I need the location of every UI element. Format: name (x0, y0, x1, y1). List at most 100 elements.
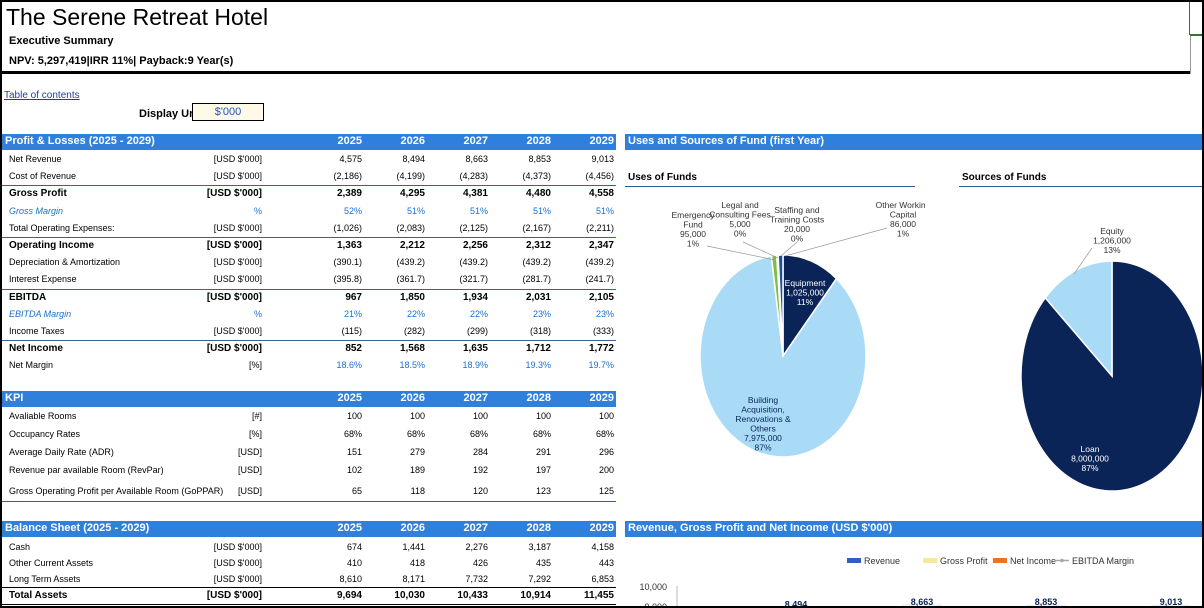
pl-cell[interactable]: (282) (403, 326, 425, 336)
bs-cell[interactable]: 10,914 (520, 590, 551, 601)
pl-cell[interactable]: 2,105 (588, 292, 614, 303)
bs-cell[interactable]: 426 (472, 558, 488, 568)
pl-cell[interactable]: (299) (466, 326, 488, 336)
pl-cell[interactable]: 18.5% (399, 360, 425, 370)
pl-cell[interactable]: 23% (595, 309, 614, 319)
bs-cell[interactable]: 10,433 (457, 590, 488, 601)
pl-cell[interactable]: 18.9% (462, 360, 488, 370)
bs-cell[interactable]: 8,171 (402, 574, 425, 584)
pl-cell[interactable]: (241.7) (585, 274, 614, 284)
pl-cell[interactable]: (115) (341, 326, 362, 336)
bs-cell[interactable]: 6,853 (591, 574, 614, 584)
pl-cell[interactable]: 852 (345, 343, 362, 354)
pl-cell[interactable]: 2,256 (462, 240, 488, 251)
kpi-cell[interactable]: 100 (598, 411, 614, 421)
pl-cell[interactable]: 23% (532, 309, 551, 319)
pl-cell[interactable]: (321.7) (459, 274, 488, 284)
bs-cell[interactable]: 1,441 (402, 542, 425, 552)
pl-cell[interactable]: 1,772 (588, 343, 614, 354)
pl-cell[interactable]: 1,850 (399, 292, 425, 303)
pl-cell[interactable]: 19.7% (588, 360, 614, 370)
pl-cell[interactable]: 2,347 (588, 240, 614, 251)
pl-cell[interactable]: 52% (343, 206, 362, 216)
pl-cell[interactable]: (4,456) (585, 171, 614, 181)
pl-cell[interactable]: 19.3% (525, 360, 551, 370)
pl-cell[interactable]: 1,934 (462, 292, 488, 303)
pl-cell[interactable]: (2,167) (522, 223, 551, 233)
bs-cell[interactable]: 674 (346, 542, 362, 552)
kpi-cell[interactable]: 151 (346, 447, 362, 457)
pl-cell[interactable]: 51% (532, 206, 551, 216)
display-unit-input[interactable]: $'000 (192, 103, 264, 121)
pl-cell[interactable]: 22% (469, 309, 488, 319)
kpi-cell[interactable]: 279 (409, 447, 425, 457)
pl-cell[interactable]: 967 (345, 292, 362, 303)
pl-cell[interactable]: 21% (343, 309, 362, 319)
pl-cell[interactable]: 1,568 (399, 343, 425, 354)
pl-cell[interactable]: (2,125) (459, 223, 488, 233)
pl-cell[interactable]: (439.2) (585, 257, 614, 267)
bs-cell[interactable]: 8,610 (339, 574, 362, 584)
bs-cell[interactable]: 410 (346, 558, 362, 568)
bs-cell[interactable]: 435 (535, 558, 551, 568)
bs-cell[interactable]: 3,187 (528, 542, 551, 552)
kpi-cell[interactable]: 100 (472, 411, 488, 421)
kpi-cell[interactable]: 68% (406, 429, 425, 439)
kpi-cell[interactable]: 100 (346, 411, 362, 421)
kpi-cell[interactable]: 291 (535, 447, 551, 457)
bs-cell[interactable]: 7,292 (528, 574, 551, 584)
pl-cell[interactable]: (333) (592, 326, 614, 336)
pl-cell[interactable]: (361.7) (396, 274, 425, 284)
pl-cell[interactable]: (390.1) (333, 257, 362, 267)
bs-cell[interactable]: 418 (409, 558, 425, 568)
pl-cell[interactable]: 8,663 (465, 154, 488, 164)
kpi-cell[interactable]: 102 (346, 465, 362, 475)
pl-cell[interactable]: 9,013 (591, 154, 614, 164)
kpi-cell[interactable]: 296 (598, 447, 614, 457)
pl-cell[interactable]: 4,558 (588, 188, 614, 199)
pl-cell[interactable]: (318) (529, 326, 551, 336)
pl-cell[interactable]: (439.2) (396, 257, 425, 267)
kpi-cell[interactable]: 118 (410, 486, 425, 496)
pl-cell[interactable]: (1,026) (333, 223, 362, 233)
pl-cell[interactable]: 8,853 (528, 154, 551, 164)
pl-cell[interactable]: 1,712 (525, 343, 551, 354)
pl-cell[interactable]: 51% (469, 206, 488, 216)
bs-cell[interactable]: 11,455 (583, 590, 614, 601)
pl-cell[interactable]: (439.2) (522, 257, 551, 267)
kpi-cell[interactable]: 197 (535, 465, 551, 475)
kpi-cell[interactable]: 68% (343, 429, 362, 439)
kpi-cell[interactable]: 68% (469, 429, 488, 439)
pl-cell[interactable]: 4,295 (399, 188, 425, 199)
pl-cell[interactable]: (281.7) (522, 274, 551, 284)
pl-cell[interactable]: 2,389 (336, 188, 362, 199)
pl-cell[interactable]: (2,186) (333, 171, 362, 181)
kpi-cell[interactable]: 120 (472, 486, 488, 496)
pl-cell[interactable]: 1,363 (336, 240, 362, 251)
pl-cell[interactable]: (4,283) (459, 171, 488, 181)
pl-cell[interactable]: 4,480 (525, 188, 551, 199)
kpi-cell[interactable]: 189 (409, 465, 425, 475)
kpi-cell[interactable]: 284 (472, 447, 488, 457)
kpi-cell[interactable]: 65 (351, 486, 362, 496)
pl-cell[interactable]: (2,083) (396, 223, 425, 233)
bs-cell[interactable]: 9,694 (336, 590, 362, 601)
bs-cell[interactable]: 7,732 (465, 574, 488, 584)
pl-cell[interactable]: 2,212 (399, 240, 425, 251)
bs-cell[interactable]: 10,030 (394, 590, 425, 601)
kpi-cell[interactable]: 192 (472, 465, 488, 475)
bs-cell[interactable]: 2,276 (465, 542, 488, 552)
pl-cell[interactable]: (4,373) (522, 171, 551, 181)
pl-cell[interactable]: 2,031 (525, 292, 551, 303)
kpi-cell[interactable]: 125 (598, 486, 614, 496)
bs-cell[interactable]: 4,158 (591, 542, 614, 552)
kpi-cell[interactable]: 100 (409, 411, 425, 421)
pl-cell[interactable]: 51% (406, 206, 425, 216)
pl-cell[interactable]: 4,381 (462, 188, 488, 199)
pl-cell[interactable]: 2,312 (525, 240, 551, 251)
pl-cell[interactable]: 4,575 (339, 154, 362, 164)
pl-cell[interactable]: (2,211) (586, 223, 614, 233)
pl-cell[interactable]: (395.8) (333, 274, 362, 284)
kpi-cell[interactable]: 68% (532, 429, 551, 439)
pl-cell[interactable]: 22% (406, 309, 425, 319)
